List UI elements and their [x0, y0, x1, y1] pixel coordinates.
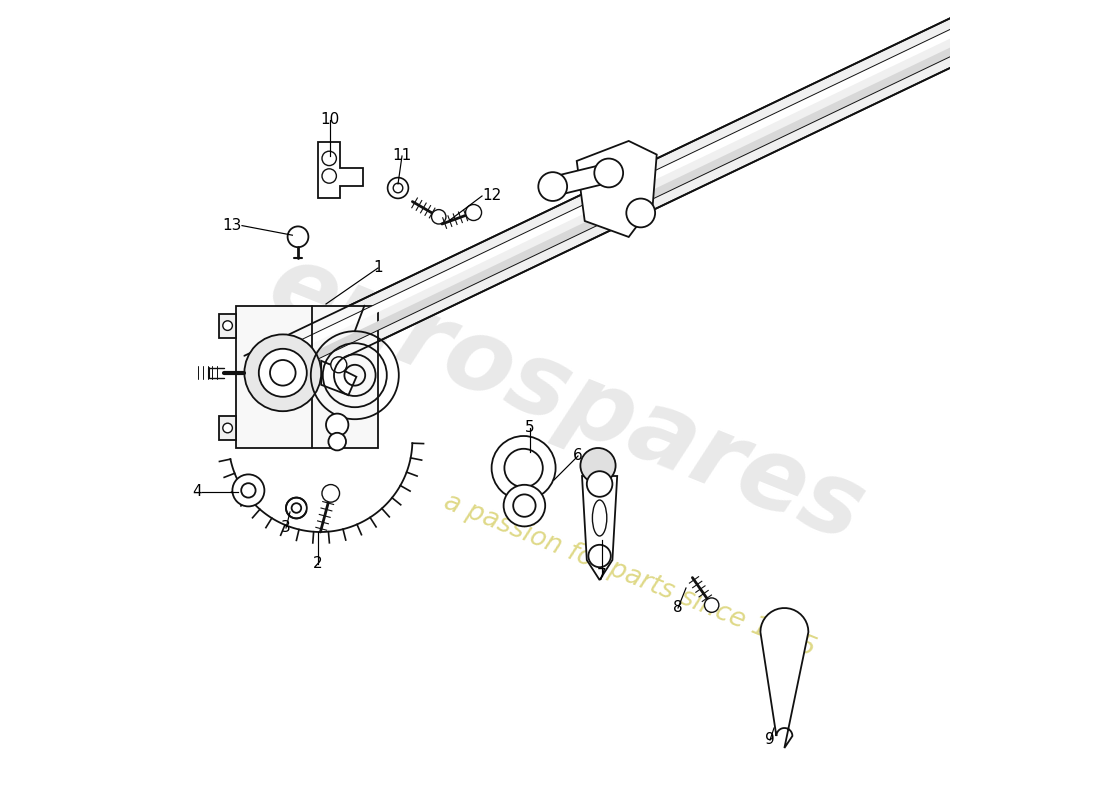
Circle shape	[270, 360, 296, 386]
Polygon shape	[244, 4, 1000, 396]
Circle shape	[626, 198, 656, 227]
Text: 12: 12	[482, 189, 502, 203]
Text: 11: 11	[393, 149, 411, 163]
Circle shape	[504, 485, 546, 526]
Polygon shape	[249, 13, 988, 372]
Circle shape	[329, 433, 346, 450]
Circle shape	[244, 334, 321, 411]
Circle shape	[223, 321, 232, 330]
Text: 5: 5	[525, 421, 535, 435]
Polygon shape	[321, 361, 356, 395]
Polygon shape	[318, 142, 363, 198]
Text: 7: 7	[597, 569, 607, 583]
Text: 13: 13	[222, 218, 242, 233]
Polygon shape	[255, 28, 996, 387]
Circle shape	[586, 471, 613, 497]
Circle shape	[223, 423, 232, 433]
Text: 4: 4	[192, 485, 202, 499]
Circle shape	[387, 178, 408, 198]
Circle shape	[538, 172, 568, 201]
Circle shape	[431, 210, 446, 224]
Circle shape	[704, 598, 719, 612]
Circle shape	[505, 449, 542, 487]
Text: 10: 10	[320, 113, 340, 127]
Ellipse shape	[593, 500, 607, 536]
Circle shape	[514, 494, 536, 517]
Circle shape	[594, 158, 623, 187]
Circle shape	[258, 349, 307, 397]
Circle shape	[326, 414, 349, 436]
Polygon shape	[219, 314, 236, 338]
Circle shape	[292, 503, 301, 513]
Circle shape	[232, 474, 264, 506]
Text: 2: 2	[314, 557, 322, 571]
Polygon shape	[760, 608, 808, 748]
Polygon shape	[582, 476, 617, 580]
Circle shape	[492, 436, 556, 500]
Circle shape	[322, 151, 337, 166]
Text: 6: 6	[573, 449, 583, 463]
Text: 9: 9	[766, 733, 774, 747]
Polygon shape	[576, 141, 657, 237]
Text: a passion for parts since 1985: a passion for parts since 1985	[440, 490, 820, 662]
Circle shape	[581, 448, 616, 483]
Circle shape	[979, 15, 1004, 41]
Circle shape	[286, 498, 307, 518]
Circle shape	[241, 483, 255, 498]
Text: eurospares: eurospares	[254, 237, 878, 563]
Polygon shape	[550, 164, 610, 196]
Circle shape	[322, 169, 337, 183]
Circle shape	[287, 226, 308, 247]
Circle shape	[322, 485, 340, 502]
Polygon shape	[219, 416, 236, 440]
Circle shape	[393, 183, 403, 193]
Polygon shape	[236, 306, 378, 448]
Circle shape	[588, 545, 610, 567]
Text: 3: 3	[282, 521, 290, 535]
Text: 8: 8	[673, 601, 683, 615]
Circle shape	[465, 205, 482, 221]
Circle shape	[331, 357, 346, 373]
Text: 1: 1	[373, 261, 383, 275]
